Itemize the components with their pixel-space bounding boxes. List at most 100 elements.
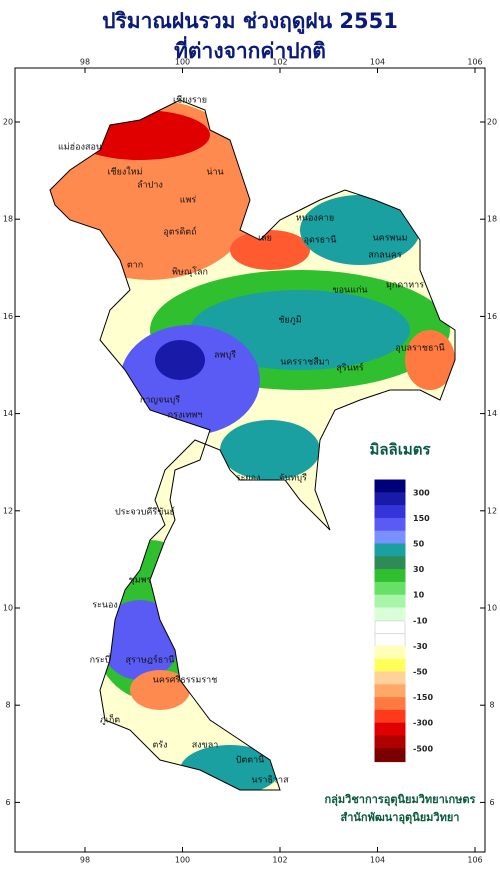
legend-label: 10 <box>413 591 425 600</box>
legend-swatch <box>374 556 406 571</box>
credit-line1: กลุ่มวิชาการอุตุนิยมวิทยาเกษตร <box>325 793 476 807</box>
place-label: ชัยภูมิ <box>278 315 301 326</box>
place-label: ขอนแก่น <box>332 286 367 296</box>
legend-swatch <box>374 709 406 724</box>
lat-label-left: 10 <box>3 604 13 613</box>
lon-label-top: 102 <box>272 58 287 67</box>
place-label: ชุมพร <box>129 576 152 586</box>
legend-label: 30 <box>413 565 425 574</box>
lat-label-right: 6 <box>489 798 494 807</box>
place-label: สุรินทร์ <box>336 362 363 374</box>
legend-swatch <box>374 697 406 711</box>
lat-label-left: 18 <box>3 215 13 224</box>
legend-swatch <box>374 530 406 545</box>
place-label: ระยอง <box>236 474 261 484</box>
place-label: แพร่ <box>180 196 197 206</box>
place-label: กระบี่ <box>90 653 111 666</box>
legend-swatch <box>374 492 406 507</box>
lat-label-left: 12 <box>3 506 13 515</box>
place-label: นครราชสีมา <box>280 357 329 368</box>
legend-swatch <box>374 505 406 519</box>
lat-label-left: 16 <box>3 312 13 321</box>
place-label: สกลนคร <box>368 251 402 261</box>
lat-label-right: 14 <box>487 409 497 418</box>
legend-label: -500 <box>413 744 433 753</box>
place-label: แม่ฮ่องสอน <box>58 143 102 153</box>
lat-label-right: 20 <box>487 118 497 127</box>
legend-swatch <box>374 620 406 635</box>
place-label: กาญจนบุรี <box>140 395 180 406</box>
place-label: สุราษฎร์ธานี <box>126 654 175 666</box>
lat-label-left: 14 <box>3 409 13 418</box>
lat-label-right: 16 <box>487 312 497 321</box>
legend-swatch <box>374 735 406 750</box>
lon-label-top: 104 <box>370 58 385 67</box>
title-line1: ปริมาณฝนรวม ช่วงฤดูฝน 2551 <box>102 9 398 35</box>
legend-label: 150 <box>413 514 430 523</box>
place-label: กรุงเทพฯ <box>168 411 203 421</box>
legend-swatch <box>374 748 406 763</box>
legend-title: มิลลิเมตร <box>369 441 431 459</box>
place-label: สงขลา <box>192 741 219 751</box>
lon-label-top: 106 <box>467 58 482 67</box>
place-label: นครพนม <box>372 234 407 244</box>
place-label: ลพบุรี <box>214 350 236 361</box>
legend-swatch <box>374 479 406 494</box>
legend-swatch <box>374 543 406 558</box>
place-label: ตาก <box>127 261 143 271</box>
legend-swatch <box>374 645 406 660</box>
legend-swatch <box>374 594 406 609</box>
legend-label: -10 <box>413 616 428 625</box>
lat-label-right: 12 <box>487 506 497 515</box>
place-label: อุตรดิตถ์ <box>163 226 196 238</box>
lat-label-left: 20 <box>3 118 13 127</box>
legend-swatch <box>374 569 406 583</box>
legend-label: 50 <box>413 540 425 549</box>
legend-swatch <box>374 671 406 686</box>
legend-swatch <box>374 633 406 647</box>
legend-label: 300 <box>413 488 430 497</box>
lat-label-right: 18 <box>487 215 497 224</box>
legend-swatch <box>374 607 406 622</box>
place-label: อุบลราชธานี <box>395 343 444 354</box>
legend-swatch <box>374 517 406 532</box>
lon-label-bottom: 102 <box>272 856 287 865</box>
lon-label-bottom: 100 <box>175 856 190 865</box>
lat-label-right: 8 <box>489 701 494 710</box>
place-label: ระนอง <box>92 601 118 611</box>
lat-label-left: 6 <box>5 798 10 807</box>
place-label: จันทบุรี <box>279 473 307 484</box>
title-line2: ที่ต่างจากค่าปกติ <box>174 35 326 63</box>
place-label: ประจวบคีรีขันธ์ <box>115 506 175 518</box>
lon-label-top: 98 <box>80 58 90 67</box>
lon-label-top: 100 <box>175 58 190 67</box>
legend-label: -50 <box>413 668 428 677</box>
place-label: ปัตตานี <box>236 755 265 766</box>
lon-label-bottom: 104 <box>370 856 385 865</box>
place-label: พิษณุโลก <box>172 267 208 278</box>
legend-swatch <box>374 684 406 699</box>
place-label: นราธิวาส <box>251 775 289 786</box>
place-label: น่าน <box>206 168 223 178</box>
legend-swatch <box>374 722 406 737</box>
place-label: หนองคาย <box>296 214 334 224</box>
place-label: ลำปาง <box>137 180 163 191</box>
legend-label: -30 <box>413 642 428 651</box>
legend-swatch <box>374 581 406 596</box>
place-label: มุกดาหาร <box>386 281 424 291</box>
legend-swatch <box>374 658 406 673</box>
place-label: เชียงราย <box>173 95 207 106</box>
place-label: นครศรีธรรมราช <box>153 675 218 686</box>
legend-label: -300 <box>413 719 433 728</box>
credit-line2: สำนักพัฒนาอุตุนิยมวิทยา <box>341 811 460 825</box>
place-label: ภูเก็ต <box>100 713 120 726</box>
place-label: ตรัง <box>152 741 167 751</box>
place-label: เลย <box>258 234 272 244</box>
lon-label-bottom: 106 <box>467 856 482 865</box>
legend-label: -150 <box>413 693 433 702</box>
place-label: อุดรธานี <box>304 235 337 246</box>
lat-label-right: 10 <box>487 604 497 613</box>
lon-label-bottom: 98 <box>80 856 90 865</box>
place-label: เชียงใหม่ <box>107 167 142 178</box>
